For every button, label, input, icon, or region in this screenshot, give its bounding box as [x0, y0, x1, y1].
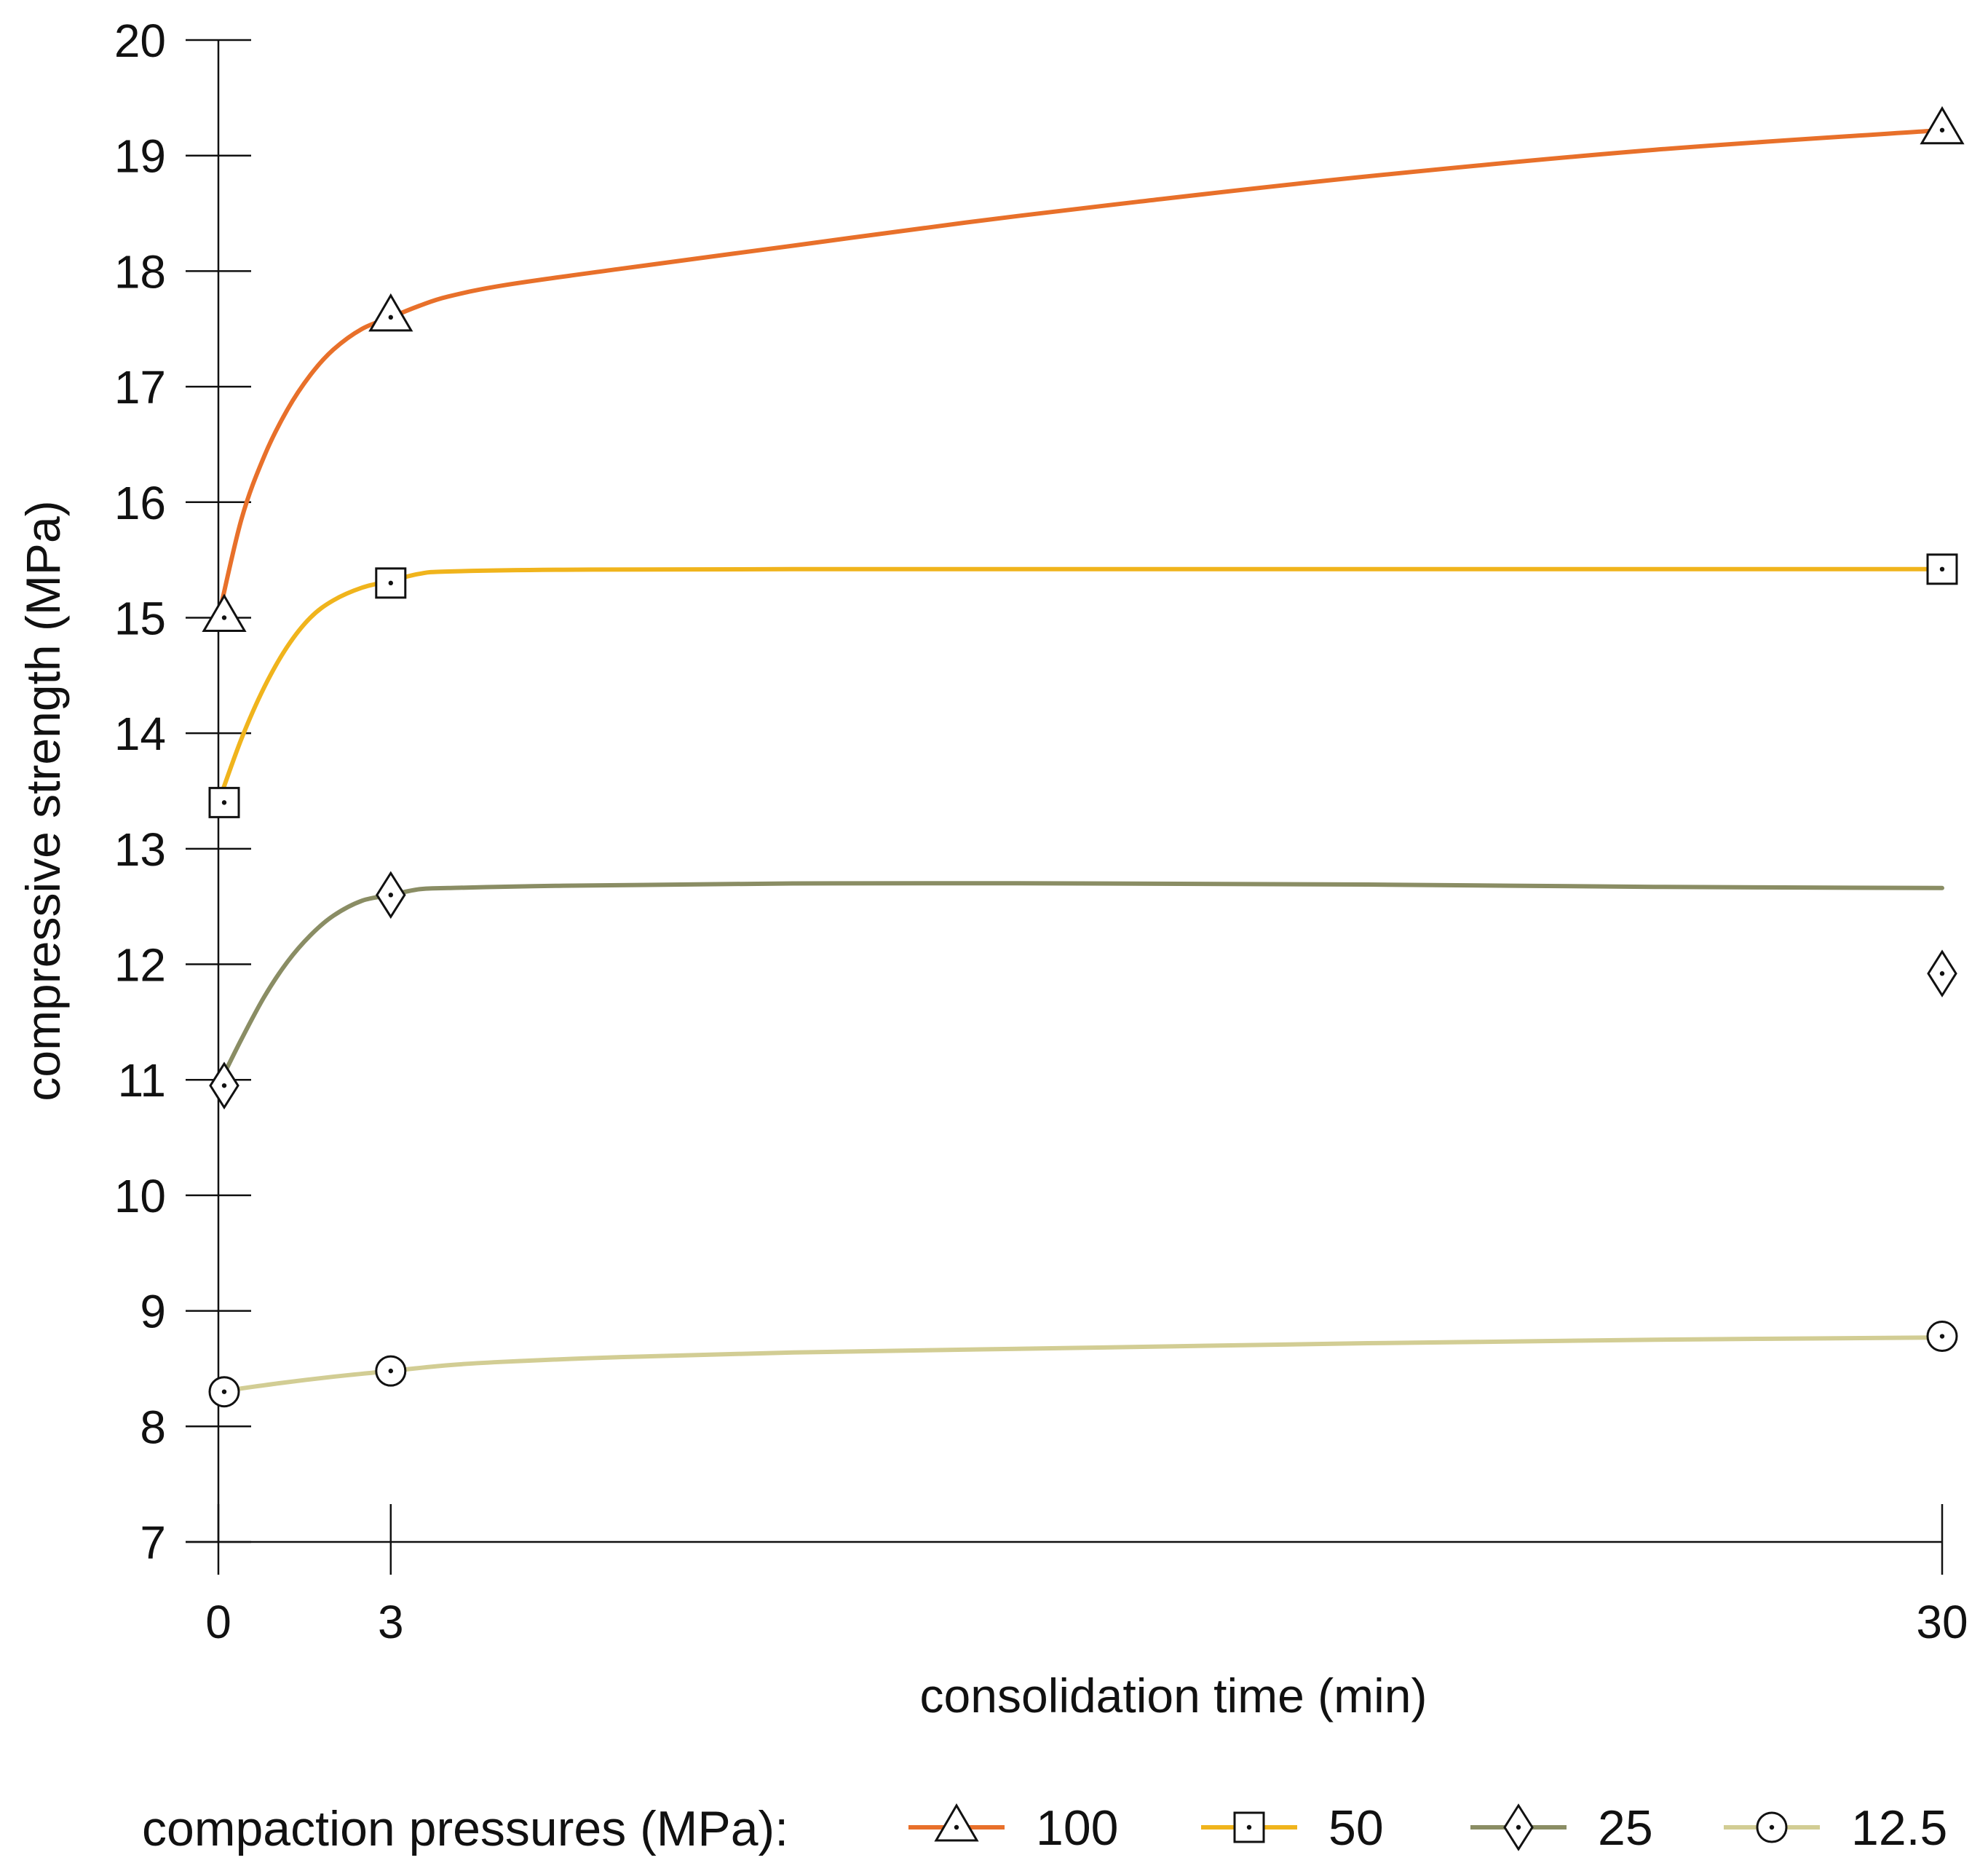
data-point-12.5-30 — [1926, 1321, 1958, 1353]
y-tick-label: 19 — [114, 130, 166, 183]
legend-marker-circle — [1756, 1811, 1788, 1843]
legend: compaction pressures (MPa): 100 50 25 12.5 — [142, 1800, 1947, 1856]
axes — [186, 40, 1942, 1543]
y-tick-label: 11 — [118, 1054, 166, 1107]
legend-entry-100: 100 — [908, 1800, 1118, 1856]
data-point-25-30 — [1927, 949, 1957, 998]
y-tick-label: 16 — [114, 477, 166, 529]
legend-marker-diamond — [1503, 1803, 1534, 1851]
y-tick-label: 7 — [140, 1516, 166, 1569]
data-point-100-3 — [368, 293, 413, 332]
data-point-50-30 — [1926, 553, 1958, 585]
legend-entries: 100 50 25 12.5 — [908, 1800, 1947, 1856]
data-point-50-3 — [375, 567, 407, 599]
series-markers — [202, 106, 1965, 1408]
y-tick-label: 9 — [140, 1286, 166, 1338]
data-point-100-30 — [1920, 106, 1965, 145]
legend-marker-triangle — [934, 1803, 979, 1842]
series-line-12.5 — [216, 1335, 1944, 1394]
y-axis-ticks: 7 8 9 10 11 12 13 14 15 16 17 18 19 20 — [114, 15, 251, 1569]
legend-entry-12.5: 12.5 — [1724, 1800, 1947, 1856]
legend-entry-25: 25 — [1470, 1800, 1653, 1856]
series-line-25 — [216, 881, 1944, 1088]
legend-label: 100 — [1036, 1800, 1118, 1856]
y-tick-label: 14 — [114, 708, 166, 760]
legend-entry-50: 50 — [1201, 1800, 1384, 1856]
x-axis-ticks: 0 3 30 — [205, 1504, 1968, 1648]
legend-label: 50 — [1328, 1800, 1384, 1856]
legend-marker-square — [1233, 1811, 1265, 1843]
series-line-100 — [216, 127, 1944, 620]
data-point-100-0 — [202, 593, 247, 632]
legend-title: compaction pressures (MPa): — [142, 1801, 788, 1856]
series-lines — [216, 127, 1944, 1394]
y-tick-label: 17 — [114, 361, 166, 414]
x-tick-label: 0 — [205, 1596, 231, 1648]
y-tick-label: 20 — [114, 15, 166, 67]
data-point-25-3 — [376, 871, 406, 919]
data-point-25-0 — [209, 1061, 239, 1109]
data-point-12.5-3 — [375, 1355, 407, 1387]
series-line-50 — [216, 566, 1944, 805]
x-tick-label: 30 — [1916, 1596, 1968, 1648]
x-axis-title: consolidation time (min) — [920, 1669, 1427, 1722]
y-tick-label: 10 — [114, 1170, 166, 1222]
y-tick-label: 12 — [114, 939, 166, 992]
y-axis-title: compressive strength (MPa) — [16, 500, 70, 1101]
data-point-12.5-0 — [208, 1376, 240, 1408]
y-tick-label: 15 — [114, 592, 166, 644]
legend-label: 25 — [1598, 1800, 1653, 1856]
legend-label: 12.5 — [1851, 1800, 1947, 1856]
y-tick-label: 18 — [114, 245, 166, 298]
data-point-50-0 — [208, 786, 240, 818]
y-tick-label: 13 — [114, 823, 166, 876]
x-tick-label: 3 — [378, 1596, 404, 1648]
y-tick-label: 8 — [140, 1401, 166, 1453]
